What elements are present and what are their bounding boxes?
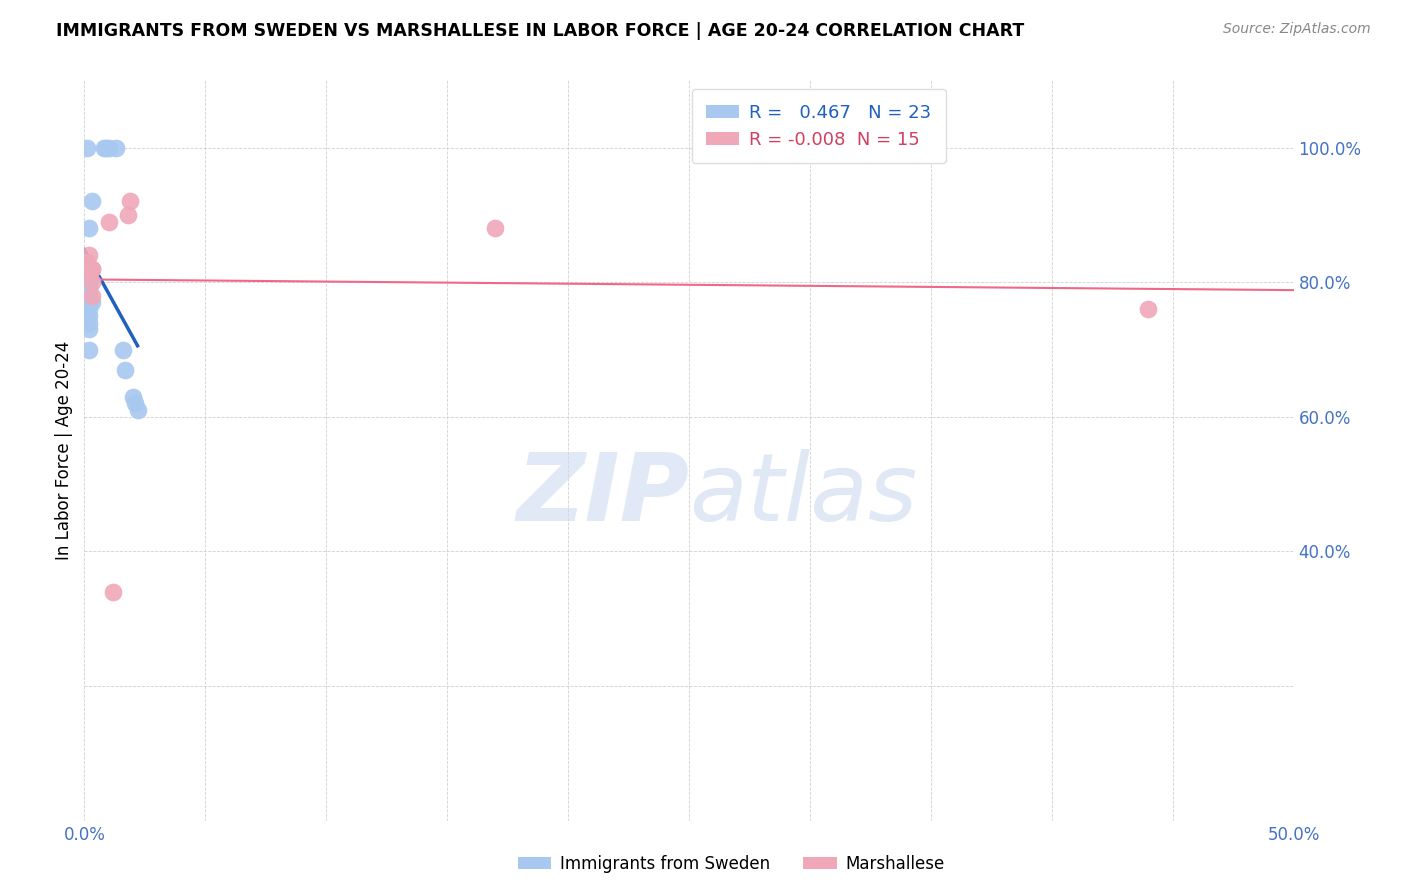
Point <box>77 309 100 323</box>
Point <box>77 343 100 357</box>
Point <box>127 403 149 417</box>
Text: Source: ZipAtlas.com: Source: ZipAtlas.com <box>1223 22 1371 37</box>
Point <box>124 396 146 410</box>
Point <box>77 275 100 289</box>
Point <box>117 208 139 222</box>
Legend: R =   0.467   N = 23, R = -0.008  N = 15: R = 0.467 N = 23, R = -0.008 N = 15 <box>692 89 946 163</box>
Point <box>77 316 100 330</box>
Point <box>94 140 117 154</box>
Legend: Immigrants from Sweden, Marshallese: Immigrants from Sweden, Marshallese <box>512 848 950 880</box>
Point <box>80 275 103 289</box>
Point <box>112 343 135 357</box>
Y-axis label: In Labor Force | Age 20-24: In Labor Force | Age 20-24 <box>55 341 73 560</box>
Point <box>77 282 100 296</box>
Point <box>484 221 506 235</box>
Point <box>1137 302 1160 317</box>
Point <box>77 302 100 317</box>
Point <box>80 261 103 276</box>
Point <box>104 140 127 154</box>
Point <box>76 140 98 154</box>
Point <box>77 322 100 336</box>
Point <box>76 255 98 269</box>
Point <box>121 390 143 404</box>
Point <box>120 194 142 209</box>
Point <box>77 261 100 276</box>
Point <box>80 295 103 310</box>
Point <box>80 261 103 276</box>
Point <box>80 194 103 209</box>
Text: atlas: atlas <box>689 450 917 541</box>
Point <box>77 295 100 310</box>
Point <box>77 261 100 276</box>
Point <box>77 261 100 276</box>
Point <box>97 140 120 154</box>
Point <box>77 248 100 262</box>
Point <box>76 261 98 276</box>
Text: ZIP: ZIP <box>516 449 689 541</box>
Point <box>80 288 103 302</box>
Point <box>114 362 136 376</box>
Point <box>77 221 100 235</box>
Point <box>97 214 120 228</box>
Point <box>77 288 100 302</box>
Text: IMMIGRANTS FROM SWEDEN VS MARSHALLESE IN LABOR FORCE | AGE 20-24 CORRELATION CHA: IMMIGRANTS FROM SWEDEN VS MARSHALLESE IN… <box>56 22 1025 40</box>
Point <box>93 140 115 154</box>
Point <box>103 584 125 599</box>
